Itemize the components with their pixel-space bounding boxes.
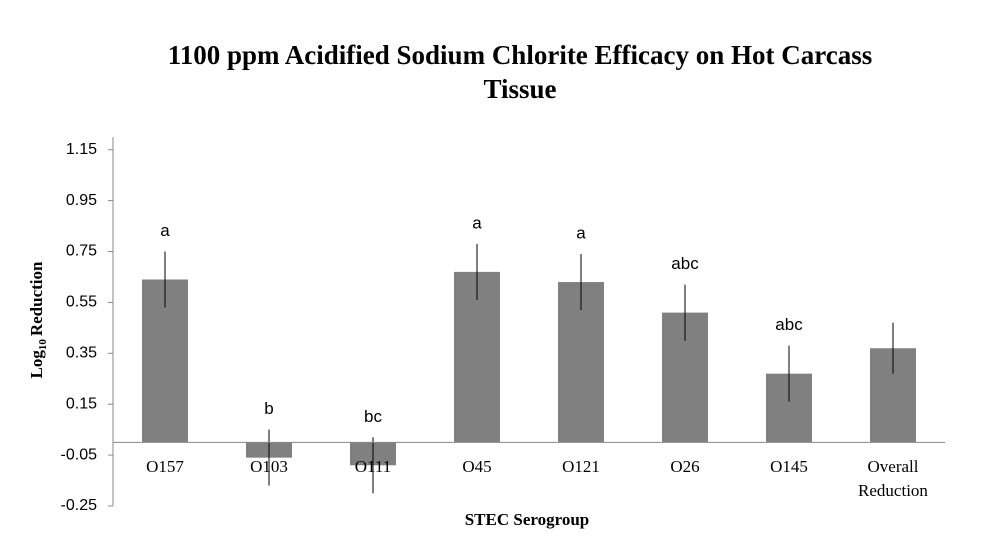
bar [454,271,500,443]
y-tick-label: 1.15 [66,141,97,158]
y-axis-title: Log10 Reduction [27,261,49,379]
y-tick-label: -0.05 [61,446,98,463]
y-tick-label: 0.95 [66,192,97,209]
annotation: abc [775,315,803,334]
annotation: b [264,399,273,418]
y-axis-title-sub: 10 [37,339,49,351]
x-axis-title: STEC Serogroup [465,510,590,529]
annotation: abc [671,254,699,273]
y-axis-title-part: Reduction [27,261,46,336]
annotation: a [576,224,586,243]
annotation: a [472,213,482,232]
x-tick-label: O103 [250,457,288,477]
y-tick-label: -0.25 [61,497,98,514]
y-tick-label: 0.35 [66,345,97,362]
x-tick-label: Overall Reduction [858,457,928,501]
annotation: a [160,221,170,240]
annotation: bc [364,407,382,426]
chart-title: 1100 ppm Acidified Sodium Chlorite Effic… [167,40,873,104]
y-tick-label: 0.15 [66,395,97,412]
x-tick-label: O157 [146,457,184,477]
x-tick-label: O111 [354,457,392,477]
x-tick-label: O45 [462,457,492,477]
y-tick-label: 0.55 [66,294,97,311]
y-axis-title-part: Log [27,350,46,379]
x-tick-label: O121 [562,457,600,477]
y-tick-label: 0.75 [66,243,97,260]
x-tick-label: O26 [670,457,700,477]
x-tick-label: O145 [770,457,808,477]
